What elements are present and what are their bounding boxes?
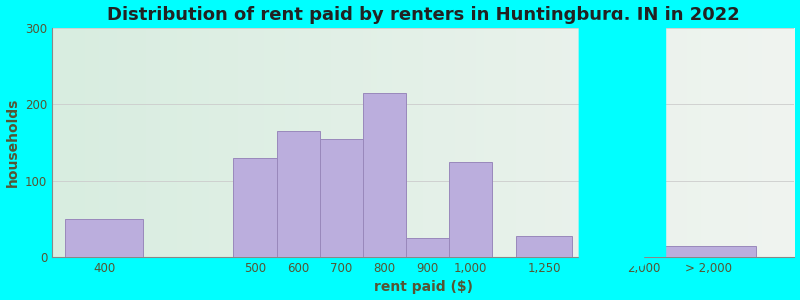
Bar [578, 28, 665, 257]
Bar [661, 246, 756, 257]
Bar [65, 219, 143, 257]
Bar [406, 238, 450, 257]
Y-axis label: households: households [6, 98, 19, 187]
Bar [234, 158, 277, 257]
Text: City-Data.com: City-Data.com [586, 64, 666, 74]
Bar [516, 236, 572, 257]
Bar [363, 93, 406, 257]
X-axis label: rent paid ($): rent paid ($) [374, 280, 473, 294]
Bar [578, 20, 643, 265]
Bar [320, 139, 363, 257]
Bar [450, 162, 492, 257]
Bar [277, 131, 320, 257]
Title: Distribution of rent paid by renters in Huntingburg, IN in 2022: Distribution of rent paid by renters in … [107, 6, 740, 24]
